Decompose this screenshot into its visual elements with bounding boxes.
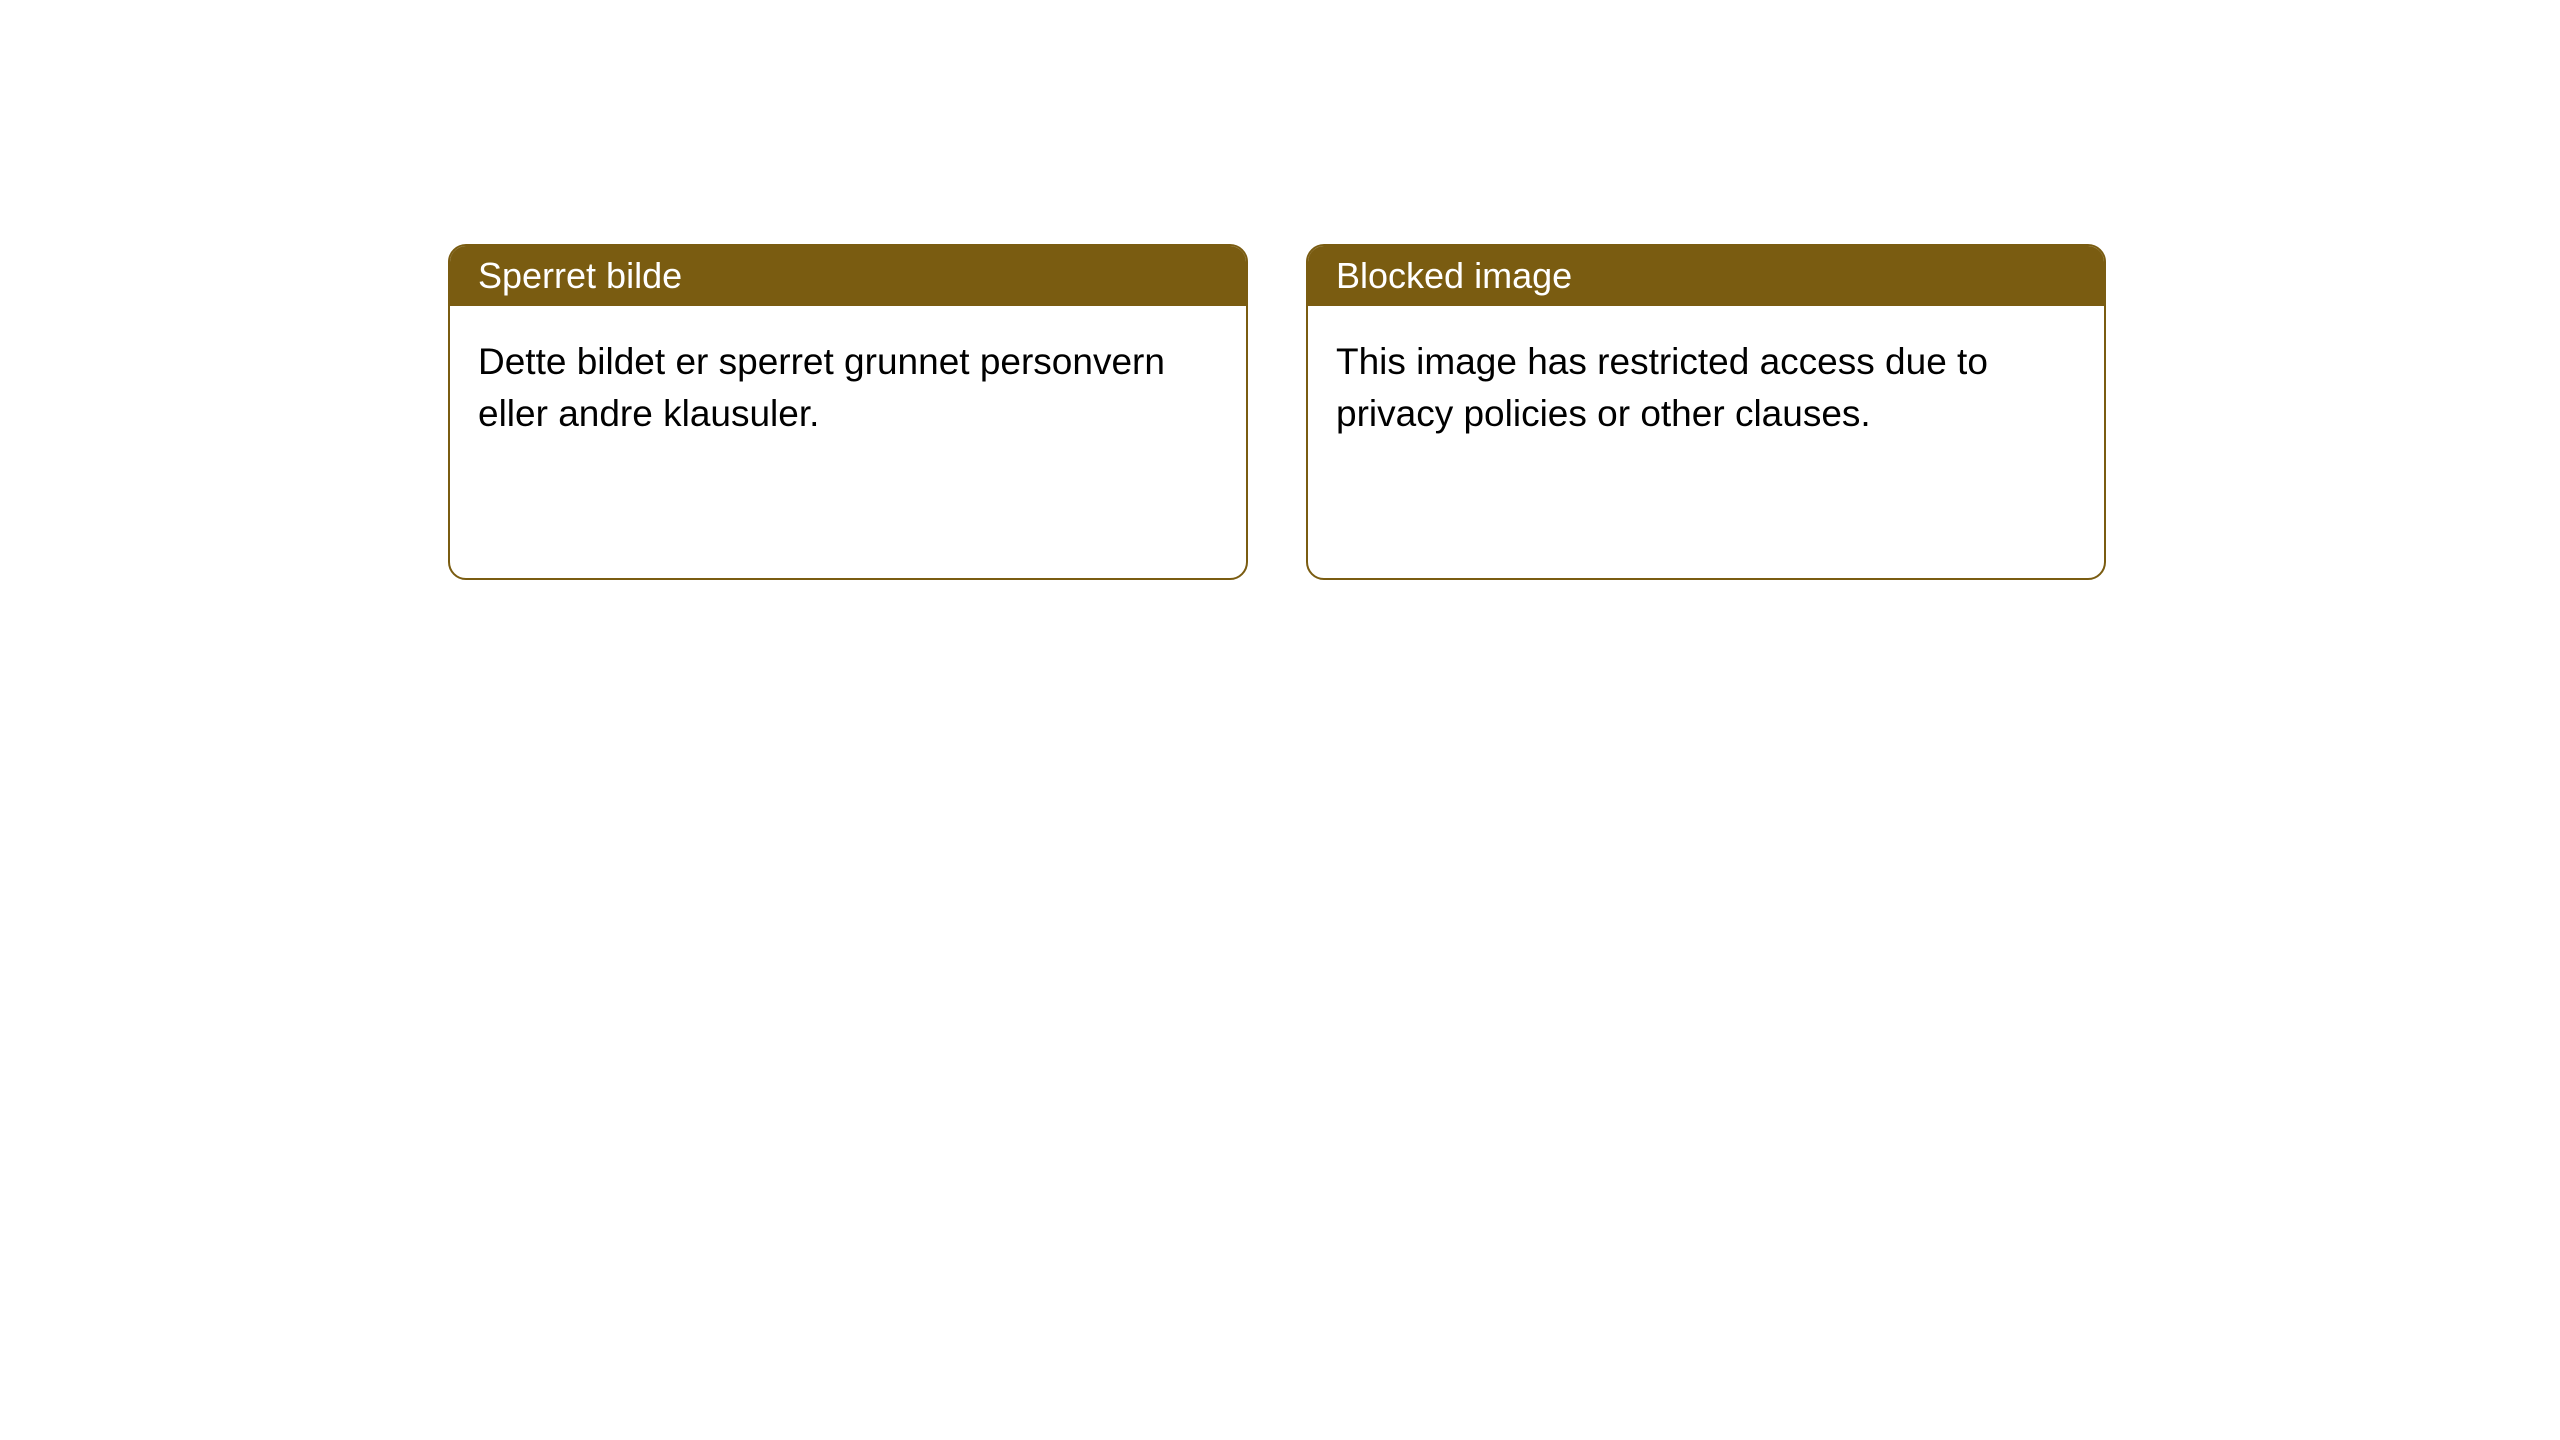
notice-container: Sperret bilde Dette bildet er sperret gr… [0, 0, 2560, 580]
notice-body-text: Dette bildet er sperret grunnet personve… [478, 341, 1165, 434]
notice-title: Blocked image [1336, 255, 1572, 297]
notice-header: Sperret bilde [450, 246, 1246, 306]
notice-card-norwegian: Sperret bilde Dette bildet er sperret gr… [448, 244, 1248, 580]
notice-title: Sperret bilde [478, 255, 682, 297]
notice-body: This image has restricted access due to … [1308, 306, 2104, 470]
notice-body-text: This image has restricted access due to … [1336, 341, 1988, 434]
notice-body: Dette bildet er sperret grunnet personve… [450, 306, 1246, 470]
notice-card-english: Blocked image This image has restricted … [1306, 244, 2106, 580]
notice-header: Blocked image [1308, 246, 2104, 306]
